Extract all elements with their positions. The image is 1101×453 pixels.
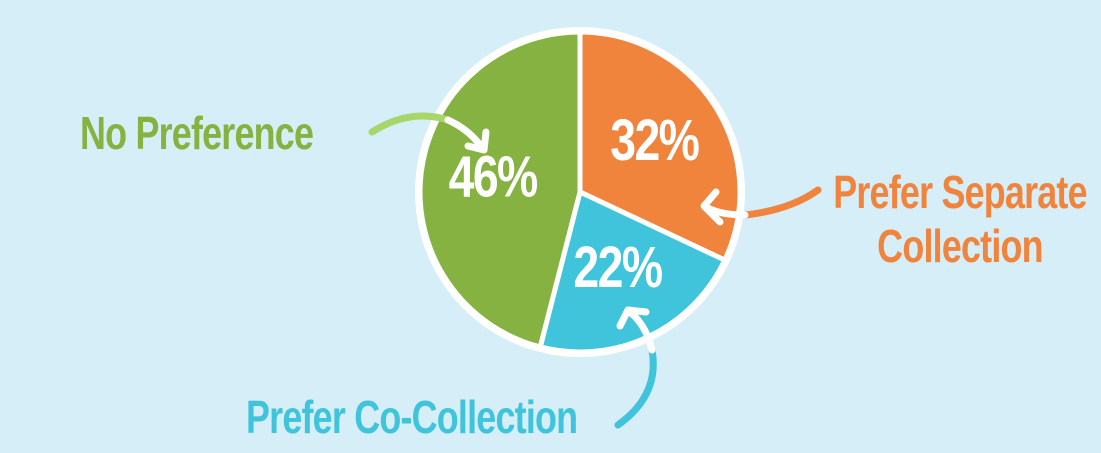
arrow-line [741,186,822,219]
category-label: Prefer Separate Collection [833,166,1087,272]
arrow-head [700,188,724,226]
value-label: 32% [610,108,699,173]
pie [415,27,745,357]
arrow-line [614,346,657,429]
arrow-line [626,308,656,354]
value-label: 22% [573,235,662,300]
value-label: 46% [449,144,538,209]
arrow-line [444,116,486,152]
pie-slice [417,29,583,350]
arrow-line [368,112,452,136]
arrow-head [464,128,490,154]
pie-slice [577,29,743,263]
category-label: Prefer Co-Collection [246,391,578,443]
arrows [368,112,822,429]
category-label: No Preference [80,107,314,159]
arrow-head [616,306,650,330]
